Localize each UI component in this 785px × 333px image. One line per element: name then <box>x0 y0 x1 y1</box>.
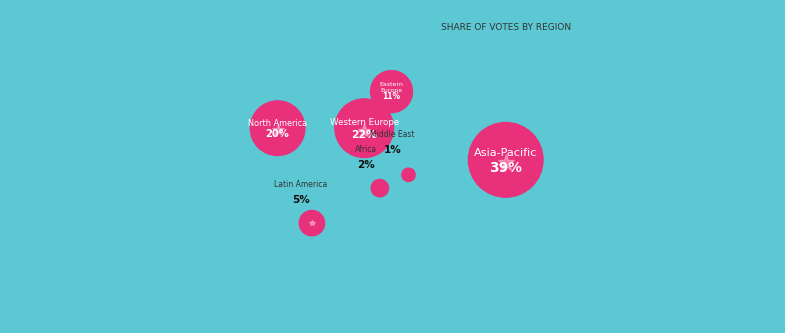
Text: Latin America: Latin America <box>274 180 327 189</box>
Text: 2%: 2% <box>357 160 374 170</box>
Circle shape <box>250 101 305 156</box>
Circle shape <box>469 123 543 197</box>
Text: 1%: 1% <box>384 145 401 155</box>
Text: 5%: 5% <box>292 195 310 205</box>
Circle shape <box>402 168 415 181</box>
Circle shape <box>371 179 389 197</box>
Text: Eastern
Europe: Eastern Europe <box>380 82 403 93</box>
Text: 39%: 39% <box>489 161 522 175</box>
Text: Africa: Africa <box>355 145 377 154</box>
Text: 22%: 22% <box>351 130 377 140</box>
Text: Asia-Pacific: Asia-Pacific <box>474 148 538 158</box>
Circle shape <box>335 99 393 158</box>
Text: Middle East: Middle East <box>371 130 414 139</box>
Text: SHARE OF VOTES BY REGION: SHARE OF VOTES BY REGION <box>441 23 571 32</box>
Circle shape <box>371 71 412 113</box>
Text: 20%: 20% <box>265 129 290 139</box>
Text: North America: North America <box>248 119 307 128</box>
Text: 11%: 11% <box>382 92 400 101</box>
Text: Western Europe: Western Europe <box>330 119 399 128</box>
Circle shape <box>299 210 324 236</box>
